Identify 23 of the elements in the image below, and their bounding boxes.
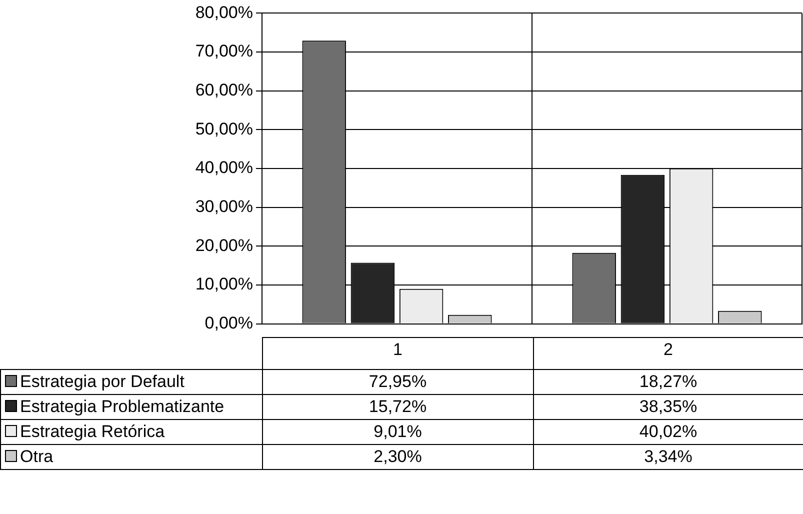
data-label: 2,30% bbox=[262, 444, 533, 470]
y-tick-label: 50,00% bbox=[195, 119, 253, 138]
x-tick-label: 2 bbox=[533, 338, 803, 370]
y-tick-label: 80,00% bbox=[195, 2, 253, 22]
legend-label: Estrategia Retórica bbox=[0, 420, 262, 444]
y-tick-label: 60,00% bbox=[195, 80, 253, 100]
y-tick-label: 30,00% bbox=[195, 197, 253, 216]
legend-label: Estrategia por Default bbox=[0, 370, 262, 394]
data-label: 38,35% bbox=[533, 394, 803, 420]
data-label: 18,27% bbox=[533, 370, 803, 394]
data-label: 40,02% bbox=[533, 420, 803, 444]
y-tick-label: 20,00% bbox=[195, 236, 253, 255]
x-tick-label: 1 bbox=[262, 338, 533, 370]
y-tick-label: 10,00% bbox=[195, 274, 253, 294]
legend-label: Estrategia Problematizante bbox=[0, 394, 262, 420]
data-label: 72,95% bbox=[262, 370, 533, 394]
data-label: 3,34% bbox=[533, 444, 803, 470]
y-tick-label: 40,00% bbox=[195, 158, 253, 178]
legend-label: Otra bbox=[0, 444, 262, 470]
data-label: 9,01% bbox=[262, 420, 533, 444]
y-tick-label: 70,00% bbox=[195, 42, 253, 61]
y-tick-label: 0,00% bbox=[204, 313, 253, 332]
data-label: 15,72% bbox=[262, 394, 533, 420]
